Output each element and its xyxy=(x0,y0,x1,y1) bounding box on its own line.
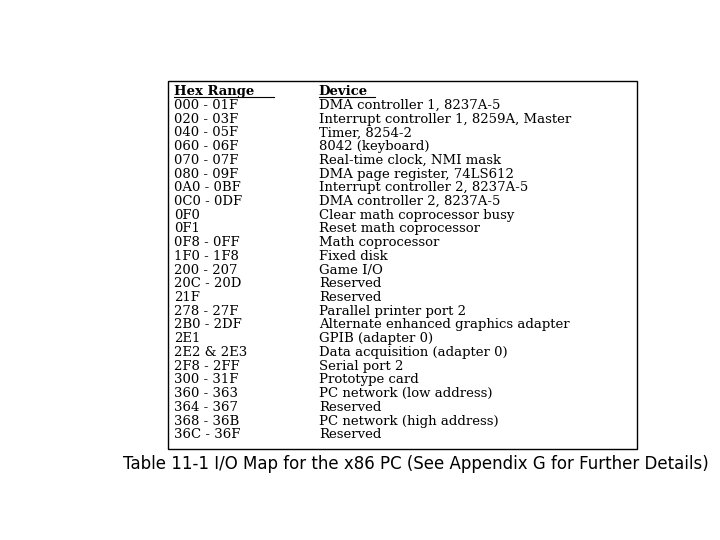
Text: 0F8 - 0FF: 0F8 - 0FF xyxy=(174,236,239,249)
Text: 200 - 207: 200 - 207 xyxy=(174,264,237,276)
Text: 2E2 & 2E3: 2E2 & 2E3 xyxy=(174,346,247,359)
Text: PC network (low address): PC network (low address) xyxy=(319,387,492,400)
Text: 2B0 - 2DF: 2B0 - 2DF xyxy=(174,319,241,332)
Text: DMA controller 1, 8237A-5: DMA controller 1, 8237A-5 xyxy=(319,99,500,112)
Text: 020 - 03F: 020 - 03F xyxy=(174,113,238,126)
Text: Clear math coprocessor busy: Clear math coprocessor busy xyxy=(319,209,514,222)
Text: DMA page register, 74LS612: DMA page register, 74LS612 xyxy=(319,167,513,180)
Text: 0A0 - 0BF: 0A0 - 0BF xyxy=(174,181,240,194)
Text: Game I/O: Game I/O xyxy=(319,264,382,276)
Text: Reset math coprocessor: Reset math coprocessor xyxy=(319,222,480,235)
Text: 080 - 09F: 080 - 09F xyxy=(174,167,238,180)
Text: 000 - 01F: 000 - 01F xyxy=(174,99,238,112)
Text: Table 11-1 I/O Map for the x86 PC (See Appendix G for Further Details): Table 11-1 I/O Map for the x86 PC (See A… xyxy=(124,455,709,473)
Text: 070 - 07F: 070 - 07F xyxy=(174,154,238,167)
Text: 278 - 27F: 278 - 27F xyxy=(174,305,238,318)
Text: GPIB (adapter 0): GPIB (adapter 0) xyxy=(319,332,433,345)
Text: 300 - 31F: 300 - 31F xyxy=(174,373,238,387)
Text: Prototype card: Prototype card xyxy=(319,373,418,387)
Text: Reserved: Reserved xyxy=(319,278,381,291)
Text: Timer, 8254-2: Timer, 8254-2 xyxy=(319,126,412,139)
Text: Reserved: Reserved xyxy=(319,428,381,441)
Text: Alternate enhanced graphics adapter: Alternate enhanced graphics adapter xyxy=(319,319,570,332)
Text: 21F: 21F xyxy=(174,291,199,304)
Text: 2E1: 2E1 xyxy=(174,332,200,345)
Text: Reserved: Reserved xyxy=(319,291,381,304)
Text: Math coprocessor: Math coprocessor xyxy=(319,236,439,249)
Text: 2F8 - 2FF: 2F8 - 2FF xyxy=(174,360,239,373)
Text: Hex Range: Hex Range xyxy=(174,85,254,98)
Text: Interrupt controller 2, 8237A-5: Interrupt controller 2, 8237A-5 xyxy=(319,181,528,194)
Text: 20C - 20D: 20C - 20D xyxy=(174,278,241,291)
Text: Parallel printer port 2: Parallel printer port 2 xyxy=(319,305,466,318)
Text: Real-time clock, NMI mask: Real-time clock, NMI mask xyxy=(319,154,501,167)
Text: DMA controller 2, 8237A-5: DMA controller 2, 8237A-5 xyxy=(319,195,500,208)
Text: 040 - 05F: 040 - 05F xyxy=(174,126,238,139)
Text: 364 - 367: 364 - 367 xyxy=(174,401,238,414)
Text: 368 - 36B: 368 - 36B xyxy=(174,415,239,428)
Text: Fixed disk: Fixed disk xyxy=(319,250,387,263)
Text: PC network (high address): PC network (high address) xyxy=(319,415,498,428)
Text: Device: Device xyxy=(319,85,368,98)
Text: 060 - 06F: 060 - 06F xyxy=(174,140,238,153)
Text: 36C - 36F: 36C - 36F xyxy=(174,428,240,441)
Text: 0F0: 0F0 xyxy=(174,209,199,222)
Text: 1F0 - 1F8: 1F0 - 1F8 xyxy=(174,250,238,263)
Text: 0C0 - 0DF: 0C0 - 0DF xyxy=(174,195,242,208)
Text: Data acquisition (adapter 0): Data acquisition (adapter 0) xyxy=(319,346,508,359)
Text: 8042 (keyboard): 8042 (keyboard) xyxy=(319,140,429,153)
Text: Serial port 2: Serial port 2 xyxy=(319,360,403,373)
Text: 360 - 363: 360 - 363 xyxy=(174,387,238,400)
Text: Reserved: Reserved xyxy=(319,401,381,414)
Text: 0F1: 0F1 xyxy=(174,222,199,235)
Bar xyxy=(168,82,636,449)
Text: Interrupt controller 1, 8259A, Master: Interrupt controller 1, 8259A, Master xyxy=(319,113,571,126)
